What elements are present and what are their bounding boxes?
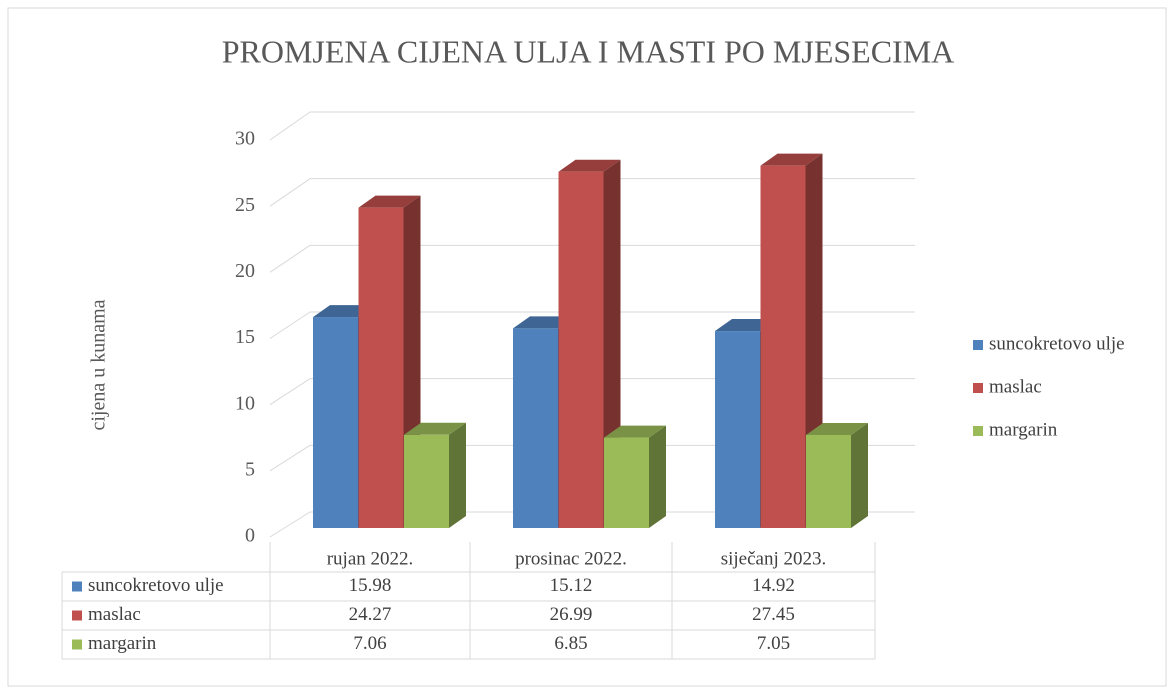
y-tick-label: 10 [235, 392, 255, 414]
legend-label: suncokretovo ulje [989, 333, 1125, 354]
chart-title: PROMJENA CIJENA ULJA I MASTI PO MJESECIM… [222, 33, 955, 69]
bar [358, 207, 404, 529]
legend-key [973, 383, 983, 393]
legend-key [973, 426, 983, 436]
table-cell: 7.05 [757, 633, 790, 654]
grid-line-side [269, 511, 311, 538]
table-cell: 15.12 [550, 575, 593, 596]
bar [806, 434, 851, 528]
table-row-label: suncokretovo ulje [88, 575, 224, 596]
legend-label: margarin [989, 419, 1058, 440]
y-tick-label: 20 [235, 260, 255, 282]
table-cell: 15.98 [349, 575, 392, 596]
y-tick-label: 15 [235, 326, 255, 348]
grid-line-side [269, 178, 311, 207]
bar [404, 434, 449, 528]
legend-label: maslac [989, 376, 1042, 397]
grid-line-side [269, 311, 311, 339]
bar-top [558, 159, 621, 172]
grid-line-side [269, 378, 311, 406]
table-row-label: maslac [88, 604, 141, 625]
bar-side [851, 422, 868, 528]
table-legend-key [72, 639, 82, 650]
table-cell: 26.99 [550, 604, 593, 625]
grid-line-side [269, 244, 311, 273]
y-axis-label: cijena u kunama [88, 299, 110, 430]
y-tick-label: 0 [245, 525, 255, 547]
bar-side [449, 422, 466, 528]
table-cell: 6.85 [554, 633, 587, 654]
bar [760, 165, 806, 528]
bar [604, 437, 649, 528]
x-tick-label: prosinac 2022. [515, 548, 627, 569]
x-tick-label: siječanj 2023. [721, 548, 827, 569]
grid-line-side [269, 111, 311, 141]
bar [558, 171, 604, 528]
bar-top [604, 425, 666, 438]
y-tick-label: 30 [235, 128, 255, 150]
bar-top [358, 195, 421, 208]
bar-top [806, 422, 868, 435]
y-tick-label: 5 [245, 458, 255, 480]
bar [513, 328, 558, 528]
bar-side [649, 425, 666, 528]
x-tick-label: rujan 2022. [327, 548, 414, 569]
table-cell: 27.45 [752, 604, 795, 625]
bar-top [760, 153, 823, 166]
table-cell: 14.92 [752, 575, 795, 596]
table-legend-key [72, 610, 82, 621]
grid-line-side [269, 444, 311, 472]
table-cell: 7.06 [353, 633, 386, 654]
bar [313, 317, 358, 528]
y-tick-label: 25 [235, 194, 255, 216]
bar [715, 331, 760, 528]
table-legend-key [72, 581, 82, 592]
bar-top [404, 422, 466, 435]
legend-key [973, 340, 983, 350]
table-row-label: margarin [88, 633, 157, 654]
table-cell: 24.27 [349, 604, 392, 625]
